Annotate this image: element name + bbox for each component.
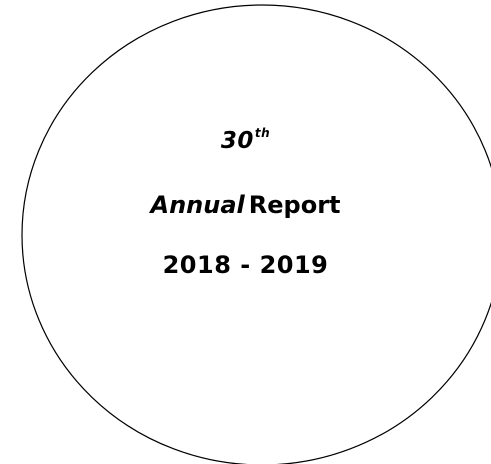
report-title: Annual Report <box>0 191 491 219</box>
report-year-range: 2018 - 2019 <box>162 251 329 279</box>
report-word: Report <box>248 191 341 219</box>
edition-number-suffix: th <box>254 126 271 140</box>
edition-number-value: 30 <box>220 128 254 154</box>
annual-word: Annual <box>150 191 245 219</box>
edition-number: 30th <box>0 126 491 154</box>
